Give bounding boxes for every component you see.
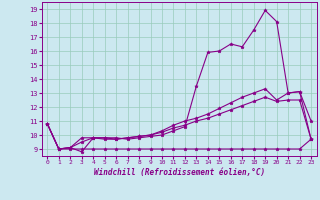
X-axis label: Windchill (Refroidissement éolien,°C): Windchill (Refroidissement éolien,°C): [94, 168, 265, 177]
